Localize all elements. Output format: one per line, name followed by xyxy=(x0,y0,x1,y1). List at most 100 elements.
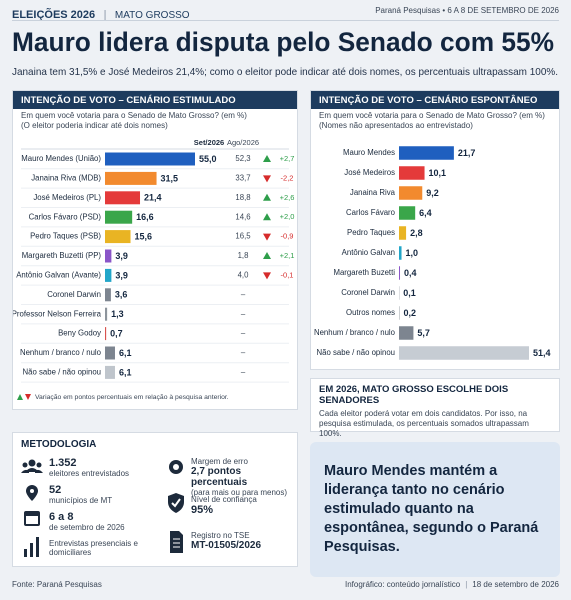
bar xyxy=(399,186,423,200)
value-label: 55,0 xyxy=(199,154,217,164)
change-arrow xyxy=(263,233,271,241)
category-label: Nenhum / branco / nulo xyxy=(20,348,102,357)
m-label: municípios de MT xyxy=(49,496,113,505)
category-label: Coronel Darwin xyxy=(47,290,101,299)
value-label: 16,6 xyxy=(136,212,154,222)
value-label: 6,1 xyxy=(119,367,132,377)
bar xyxy=(105,268,112,282)
bar xyxy=(105,191,141,205)
title: Mauro lidera disputa pelo Senado com 55% xyxy=(12,27,554,57)
value-label: 15,6 xyxy=(135,231,153,241)
credit-date: 18 de setembro de 2026 xyxy=(472,580,559,589)
panel-header xyxy=(311,91,559,109)
m-period: 6 a 8 de setembro de 2026 xyxy=(49,511,125,532)
bar xyxy=(105,171,157,185)
icons-right xyxy=(168,460,184,553)
m-label: Margem de erro xyxy=(191,457,248,466)
category-label: Nenhum / branco / nulo xyxy=(314,328,396,337)
bar xyxy=(399,266,401,280)
value-label: 1,3 xyxy=(111,309,124,319)
m-label: de setembro de 2026 xyxy=(49,523,125,532)
value-label: 21,4 xyxy=(144,193,162,203)
m-cities: 52 municípios de MT xyxy=(49,484,112,505)
m-label: eleitores entrevistados xyxy=(49,469,130,478)
m-value: 6 a 8 xyxy=(49,511,74,523)
m-value: 2,7 pontos percentuais xyxy=(191,466,248,488)
category-label: Margareth Buzetti xyxy=(333,268,395,277)
category-label: Margareth Buzetti (PP) xyxy=(22,251,102,260)
column-header: Set/2026 xyxy=(194,138,224,147)
info-title: EM 2026, MATO GROSSO ESCOLHE DOIS SENADO… xyxy=(319,384,509,406)
value-label: 31,5 xyxy=(161,173,179,183)
highlight-box: Mauro Mendes mantém a liderança tanto no… xyxy=(310,442,560,577)
category-label: José Medeiros xyxy=(344,168,395,177)
methodology: METODOLOGIA 1.352 eleitores entrevistados… xyxy=(12,432,298,567)
value-label: 21,7 xyxy=(458,148,476,158)
previous-value: 52,3 xyxy=(235,154,250,163)
category-label: Mauro Mendes xyxy=(343,148,395,157)
top-bar: ELEIÇÕES 2026 | MATO GROSSO Paraná Pesqu… xyxy=(12,5,559,21)
bar xyxy=(399,246,402,260)
subtitle: Janaina tem 31,5% e José Medeiros 21,4%;… xyxy=(12,66,558,78)
panel-header xyxy=(13,91,297,109)
category-label: Janaina Riva (MDB) xyxy=(31,173,101,182)
m-value: 1.352 xyxy=(49,457,77,469)
bar xyxy=(105,346,115,360)
m-label: Registro no TSE xyxy=(191,531,250,540)
legend-up xyxy=(17,394,23,400)
footer-credit: Infográfico: conteúdo jornalístico | 18 de… xyxy=(345,580,559,589)
change-arrow xyxy=(263,175,271,183)
m-registry: Registro no TSE MT-01505/2026 xyxy=(191,531,261,551)
bar xyxy=(105,249,112,263)
bar xyxy=(399,346,529,360)
bar xyxy=(399,306,400,320)
change-arrow xyxy=(263,193,271,201)
chart-subtitle: Em quem você votaria para o Senado de Ma… xyxy=(21,111,247,120)
bar xyxy=(399,226,407,240)
divider xyxy=(12,20,559,21)
category-label: Professor Nelson Ferreira xyxy=(13,309,102,318)
poll-dates: 6 A 8 DE SETEMBRO DE 2026 xyxy=(447,6,559,15)
value-label: 0,1 xyxy=(403,288,416,298)
previous-value: – xyxy=(241,367,246,376)
value-label: 51,4 xyxy=(533,348,551,358)
category-label: Não sabe / não opinou xyxy=(317,348,395,357)
previous-value: 18,8 xyxy=(235,193,250,202)
m-value: 52 xyxy=(49,484,62,496)
value-label: 10,1 xyxy=(429,168,447,178)
value-label: 1,0 xyxy=(406,248,419,258)
value-label: 0,2 xyxy=(404,308,417,318)
change-label: -0,9 xyxy=(281,232,294,241)
change-label: +2,6 xyxy=(280,193,295,202)
bar xyxy=(105,307,108,321)
bar xyxy=(399,146,454,160)
change-arrow xyxy=(263,272,271,280)
change-label: +2,7 xyxy=(280,154,295,163)
previous-value: 33,7 xyxy=(235,173,250,182)
change-arrow xyxy=(263,213,271,221)
change-label: +2,0 xyxy=(280,212,295,221)
category-label: Carlos Fávaro (PSD) xyxy=(29,212,102,221)
category-label: Antônio Galvan xyxy=(342,248,395,257)
value-label: 0,7 xyxy=(110,328,123,338)
m-interviews: 1.352 eleitores entrevistados xyxy=(49,457,129,478)
previous-value: 14,6 xyxy=(235,212,250,221)
headline: Mauro lidera disputa pelo Senado com 55%… xyxy=(12,27,558,78)
value-label: 2,8 xyxy=(410,228,423,238)
bar xyxy=(105,152,195,166)
category-label: Janaina Riva xyxy=(350,188,396,197)
value-label: 6,1 xyxy=(119,348,132,358)
panel-stimulated: INTENÇÃO DE VOTO – CENÁRIO ESTIMULADO Em … xyxy=(12,90,298,410)
change-arrow xyxy=(263,155,271,162)
value-label: 0,4 xyxy=(404,268,417,278)
footer-source: Fonte: Paraná Pesquisas xyxy=(12,580,102,589)
category-label: Carlos Fávaro xyxy=(346,208,396,217)
chart-title: INTENÇÃO DE VOTO – CENÁRIO ESPONTÂNEO xyxy=(319,94,537,106)
change-label: +2,1 xyxy=(280,251,295,260)
category-label: Pedro Taques xyxy=(347,228,395,237)
kicker: ELEIÇÕES 2026 xyxy=(12,9,96,21)
m-mode: Entrevistas presenciais e domiciliares xyxy=(49,539,138,557)
previous-value: 1,8 xyxy=(238,251,249,260)
value-label: 3,9 xyxy=(115,270,128,280)
credit: Infográfico: conteúdo jornalístico xyxy=(345,580,461,589)
